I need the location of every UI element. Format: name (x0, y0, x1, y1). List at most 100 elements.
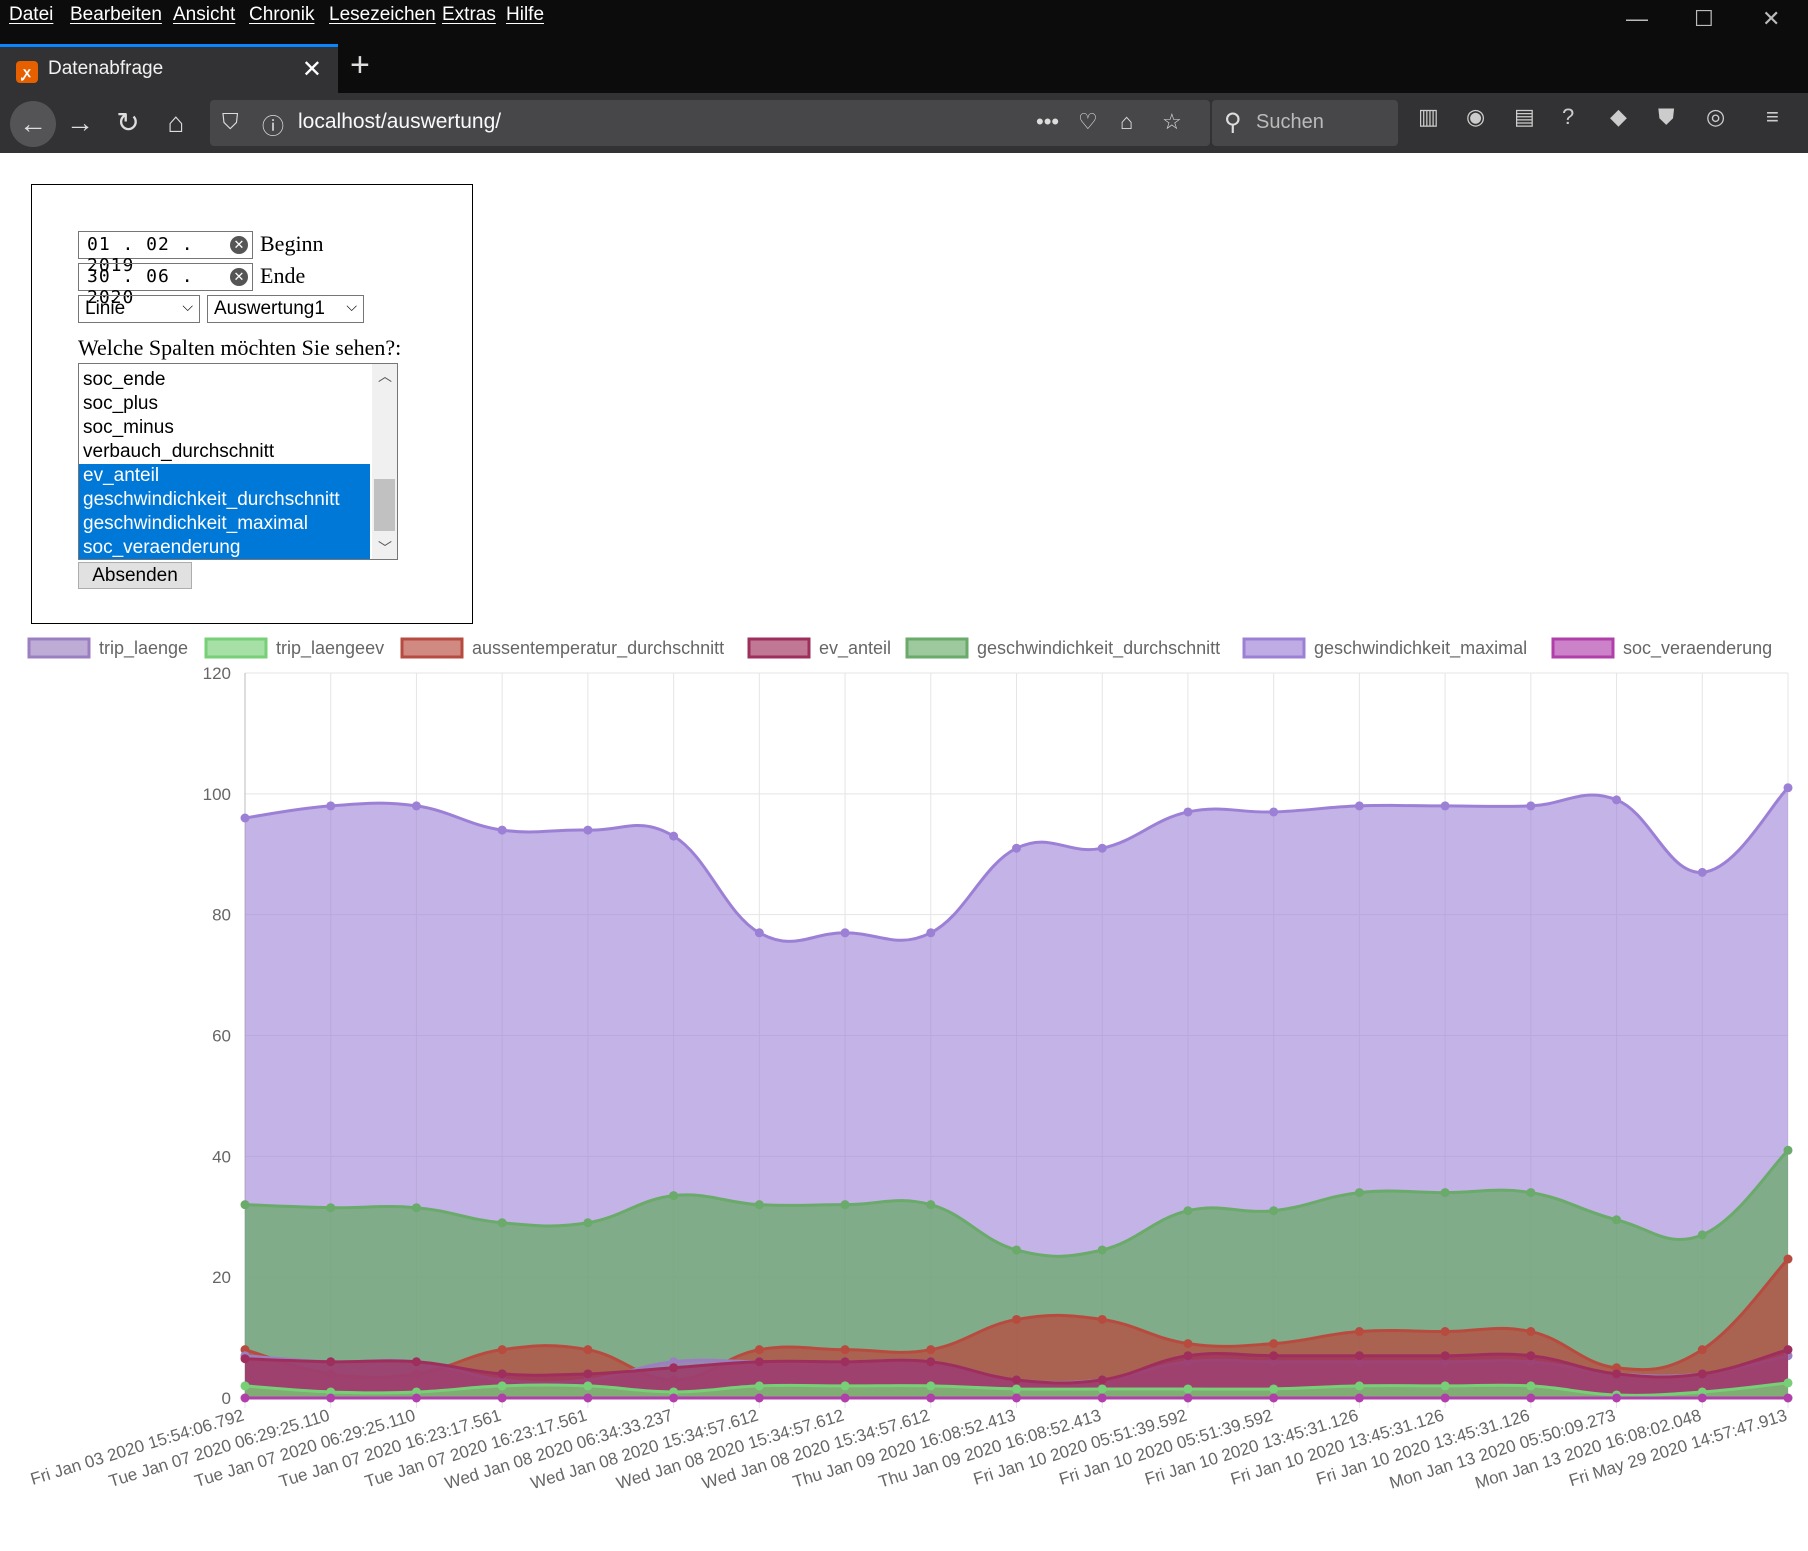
pocket-icon[interactable]: ♡ (1078, 109, 1098, 134)
listbox-scrollbar[interactable]: ︿ ﹀ (372, 364, 397, 559)
menu-datei[interactable]: Datei (9, 4, 54, 25)
menu-lesezeichen[interactable]: Lesezeichen (329, 4, 436, 25)
close-window-icon[interactable]: ✕ (1762, 6, 1781, 31)
xampp-favicon-icon: ꭙ (16, 61, 38, 83)
data-point (1269, 1384, 1279, 1394)
reload-icon[interactable]: ↻ (116, 107, 140, 138)
new-tab-icon[interactable]: + (350, 46, 370, 84)
column-option[interactable]: ev_anteil (79, 464, 370, 488)
series-soc_veraenderung (240, 1393, 1793, 1403)
maximize-icon[interactable]: ☐ (1694, 6, 1714, 31)
search-box[interactable]: ⚲ Suchen (1212, 100, 1398, 146)
data-point (754, 1200, 764, 1210)
legend-swatch (1551, 637, 1615, 659)
column-option[interactable]: verbauch_durchschnitt (83, 441, 275, 462)
data-point (1097, 1314, 1107, 1324)
menu-extras[interactable]: Extras (442, 4, 496, 25)
forward-arrow-icon[interactable]: → (66, 107, 94, 138)
submit-button[interactable]: Absenden (78, 562, 192, 589)
page-actions-icon[interactable]: ••• (1036, 109, 1060, 134)
column-option[interactable]: geschwindichkeit_durchschnitt (79, 488, 370, 512)
chevron-down-icon[interactable]: ﹀ (378, 540, 392, 556)
y-tick-label: 40 (212, 1147, 231, 1166)
data-point (583, 1345, 593, 1355)
data-point (1012, 1375, 1021, 1385)
data-point (926, 928, 936, 938)
url-text[interactable]: localhost/auswertung/ (298, 110, 502, 133)
column-option[interactable]: soc_plus (83, 393, 158, 414)
data-point (1097, 1393, 1107, 1403)
menu-hilfe[interactable]: Hilfe (506, 4, 545, 25)
data-point (1012, 843, 1021, 853)
data-point (1697, 1230, 1707, 1240)
menu-bearbeiten[interactable]: Bearbeiten (70, 4, 162, 25)
menu-ansicht[interactable]: Ansicht (173, 4, 236, 25)
home-icon[interactable]: ⌂ (167, 107, 185, 138)
y-tick-label: 60 (212, 1027, 231, 1046)
legend-label: trip_laenge (99, 638, 188, 659)
adblock-icon[interactable]: ◉ (1466, 104, 1486, 129)
clear-icon[interactable]: ✕ (230, 268, 248, 286)
hamburger-menu-icon[interactable]: ≡ (1766, 104, 1779, 129)
close-tab-icon[interactable]: ✕ (301, 56, 322, 83)
legend-item: trip_laenge (27, 637, 188, 659)
menu-chronik[interactable]: Chronik (249, 4, 315, 25)
y-tick-label: 100 (203, 785, 231, 804)
data-point (583, 825, 593, 835)
chevron-up-icon[interactable]: ︿ (378, 368, 392, 384)
library-icon[interactable]: ▥ (1418, 104, 1439, 129)
end-date-input[interactable]: 30 . 06 . 2020 ✕ (78, 263, 253, 308)
clear-icon[interactable]: ✕ (230, 236, 248, 254)
legend-item: geschwindichkeit_maximal (1242, 637, 1527, 659)
data-point (926, 1381, 936, 1391)
start-date-input[interactable]: 01 . 02 . 2019 ✕ (78, 231, 253, 276)
data-point (669, 831, 679, 841)
data-point (497, 1381, 507, 1391)
column-option[interactable]: soc_ende (83, 369, 166, 390)
chevron-down-icon: ⌵ (182, 298, 193, 314)
chevron-down-icon: ⌵ (346, 298, 357, 314)
data-point (1183, 1351, 1193, 1361)
extension-icon[interactable]: ◆ (1610, 104, 1627, 129)
data-point (1783, 1345, 1793, 1355)
start-label: Beginn (260, 231, 324, 256)
legend-swatch (27, 637, 91, 659)
data-point (840, 1381, 850, 1391)
data-point (1440, 1393, 1450, 1403)
data-point (411, 1203, 421, 1213)
url-bar[interactable]: ⛉ ⓘ localhost/auswertung/ ••• ♡ ⌂ ☆ (210, 100, 1210, 146)
sidebar-icon[interactable]: ▤ (1514, 104, 1535, 129)
chart-type-select[interactable]: Linie ⌵ (78, 295, 200, 323)
data-point (840, 1357, 850, 1367)
tab-datenabfrage[interactable]: ꭙ Datenabfrage ✕ (0, 44, 338, 93)
data-point (1183, 1206, 1193, 1216)
ublock-icon[interactable]: ⛊ (1658, 104, 1675, 129)
data-point (583, 1369, 593, 1379)
data-point (840, 928, 850, 938)
account-icon[interactable]: ◎ (1706, 104, 1726, 129)
data-point (1354, 1351, 1364, 1361)
shield-icon[interactable]: ⛉ (222, 109, 239, 134)
bookmark-star-icon[interactable]: ☆ (1162, 109, 1182, 134)
browser-chrome: Datei Bearbeiten Ansicht Chronik Lesezei… (0, 0, 1808, 153)
help-icon[interactable]: ? (1562, 104, 1575, 129)
column-option[interactable]: soc_minus (83, 417, 174, 438)
minimize-icon[interactable]: — (1626, 6, 1648, 31)
data-point (1783, 1378, 1793, 1388)
evaluation-select[interactable]: Auswertung1 ⌵ (207, 295, 364, 323)
scrollbar-thumb[interactable] (374, 479, 395, 531)
legend-item: geschwindichkeit_durchschnitt (905, 637, 1220, 659)
back-arrow-icon[interactable]: ← (10, 101, 56, 147)
column-option[interactable]: geschwindichkeit_maximal (79, 512, 370, 536)
data-point (1183, 807, 1193, 817)
legend-item: soc_veraenderung (1551, 637, 1772, 659)
info-icon[interactable]: ⓘ (262, 114, 285, 139)
data-point (583, 1381, 593, 1391)
home-extension-icon[interactable]: ⌂ (1120, 109, 1134, 134)
column-option[interactable]: soc_veraenderung (79, 536, 370, 559)
data-point (497, 1345, 507, 1355)
columns-listbox[interactable]: soc_ende soc_plus soc_minus verbauch_durchs… (78, 363, 398, 560)
data-point (1269, 1206, 1279, 1216)
data-point (1783, 1145, 1793, 1155)
data-point (1097, 843, 1107, 853)
